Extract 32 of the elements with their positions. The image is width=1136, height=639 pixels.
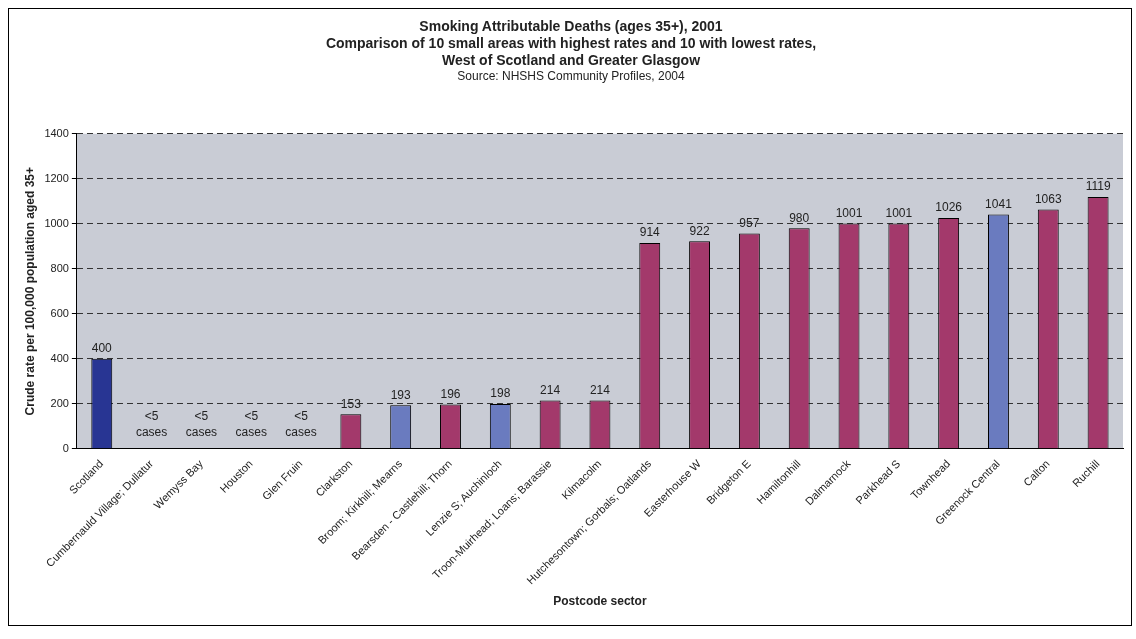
y-tick-label: 1200 [44, 171, 69, 184]
y-tick-label: 800 [50, 261, 69, 274]
y-tick-label: 0 [62, 441, 69, 454]
text: <5 cases [135, 408, 168, 439]
x-axis-title: Postcode sector [553, 594, 647, 609]
data-label: 914 [639, 225, 661, 240]
text: <5 cases [285, 408, 317, 439]
data-label: 1001 [835, 205, 863, 220]
y-tick-label: 400 [50, 351, 69, 364]
data-label: 1041 [985, 196, 1013, 211]
data-label: 400 [91, 341, 113, 355]
data-label: 1119 [1085, 179, 1111, 194]
y-tick-label: 600 [50, 306, 69, 319]
data-label: 198 [490, 386, 511, 401]
chart-subtitle: Source: NHSHS Community Profiles, 2004 [457, 68, 686, 83]
chart-title: Smoking Attributable Deaths (ages 35+), 2001 Comparison of 10 small areas with highest rates and 10 with lowest rates, West of Scotland and Greater Glasgow [325, 18, 817, 68]
data-label: 1063 [1034, 191, 1062, 206]
y-axis-title: Crude rate per 100,000 population aged 35+ [22, 167, 37, 416]
data-label: 214 [540, 382, 561, 397]
text: <5 cases [185, 408, 218, 439]
data-label: 922 [689, 223, 710, 238]
text: <5 cases [235, 408, 267, 439]
data-label: 193 [390, 387, 411, 402]
data-label: 1026 [935, 200, 963, 215]
data-label: 1001 [885, 205, 913, 220]
data-label: 980 [789, 210, 810, 225]
data-label: 196 [440, 386, 461, 401]
data-label: 214 [589, 382, 611, 397]
y-tick-label: 1400 [44, 126, 69, 139]
y-tick-label: 200 [50, 396, 69, 409]
y-tick-label: 1000 [44, 216, 69, 229]
data-label: 957 [739, 215, 760, 230]
